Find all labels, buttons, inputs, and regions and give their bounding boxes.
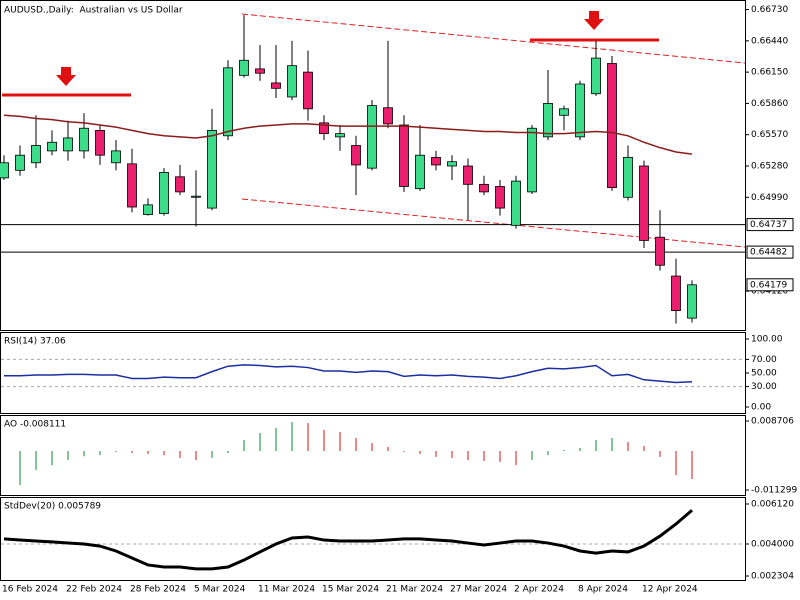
moving-average-line [3,114,693,155]
candle-body [319,122,329,135]
candle-body [63,137,73,152]
candle-body [431,156,441,166]
x-tick-label: 12 Apr 2024 [642,585,698,595]
candle-body [607,63,617,188]
pane-title: AUDUSD.,Daily: Australian vs US Dollar [4,6,183,16]
candle-body [383,107,393,125]
candle-body [287,65,297,98]
candle-body [271,82,281,89]
y-tick-label: 0.66440 [751,36,788,46]
candle-body [31,145,41,164]
candle-body [127,163,137,208]
arrow-down-icon [584,11,604,30]
candle-body [543,103,553,138]
candle-body [143,204,153,215]
channel-line [241,198,746,248]
arrow-down-icon [56,67,76,86]
candle-body [623,156,633,198]
y-tick-label: -0.011299 [751,485,797,495]
candle-body [255,68,265,74]
y-tick-label: 30.00 [751,382,777,392]
candle-body [671,275,681,311]
candle-body [335,133,345,138]
price-label-box [746,218,794,232]
pane-title: AO -0.008111 [4,420,66,430]
price-label: 0.64482 [750,248,787,258]
candle-body [655,236,665,266]
candle-body [575,83,585,138]
x-tick-label: 11 Mar 2024 [258,585,315,595]
candle-body [223,67,233,137]
candle-body [447,161,457,167]
last-price-box [746,278,794,292]
pane-title: RSI(14) 37.06 [4,337,66,347]
candle-body [527,127,537,193]
y-tick-label: 50.00 [751,369,777,379]
candle-body [111,150,121,164]
x-tick-label: 15 Mar 2024 [322,585,379,595]
y-tick-label: 0.008706 [751,417,794,427]
candle-body [207,129,217,209]
candle-body [15,154,25,171]
x-tick-label: 2 Apr 2024 [514,585,564,595]
candle-body [511,180,521,226]
indicator-line [4,364,693,384]
candle-body [367,105,377,169]
pane-title: StdDev(20) 0.005789 [4,502,101,512]
y-tick-label: 100.00 [751,334,783,344]
candle-body [159,172,169,214]
x-tick-label: 16 Feb 2024 [2,585,58,595]
price-label-box [746,245,794,259]
candle-body [479,183,489,193]
candle-body [559,108,569,116]
y-tick-label: 0.65860 [751,99,788,109]
candle-body [415,154,425,190]
y-tick-label: 0.00 [751,403,771,413]
candle-body [239,59,249,76]
indicator-line [3,509,693,571]
x-tick-label: 27 Mar 2024 [450,585,507,595]
candle-body [95,129,105,156]
y-tick-label: 0.66730 [751,5,788,15]
y-tick-label: 0.004000 [751,540,794,550]
x-tick-label: 21 Mar 2024 [386,585,443,595]
price-label: 0.64737 [750,220,787,230]
candle-body [47,141,57,152]
candle-body [687,284,697,319]
candle-body [175,176,185,193]
last-price-label: 0.64179 [750,280,787,290]
y-tick-label: 70.00 [751,355,777,365]
pane-frame [0,415,746,496]
pane-frame [0,497,746,581]
x-tick-label: 5 Mar 2024 [194,585,246,595]
candle-body [351,145,361,166]
candle-body [0,162,9,179]
y-tick-label: 0.66150 [751,68,788,78]
y-tick-label: 0.65570 [751,130,788,140]
x-tick-label: 8 Apr 2024 [578,585,628,595]
candle-body [79,127,89,152]
y-tick-label: 0.64990 [751,193,788,203]
candle-body [191,195,201,198]
y-tick-label: 0.64120 [751,287,788,297]
channel-line [241,13,746,64]
y-tick-label: 0.65280 [751,162,788,172]
candle-body [399,124,409,187]
candle-body [495,186,505,209]
candle-body [303,71,313,110]
candle-body [591,57,601,95]
x-tick-label: 28 Feb 2024 [130,585,186,595]
x-tick-label: 22 Feb 2024 [66,585,122,595]
candle-body [639,165,649,241]
candle-body [463,165,473,185]
y-tick-label: 0.002304 [751,572,794,582]
y-tick-label: 0.006120 [751,500,794,510]
